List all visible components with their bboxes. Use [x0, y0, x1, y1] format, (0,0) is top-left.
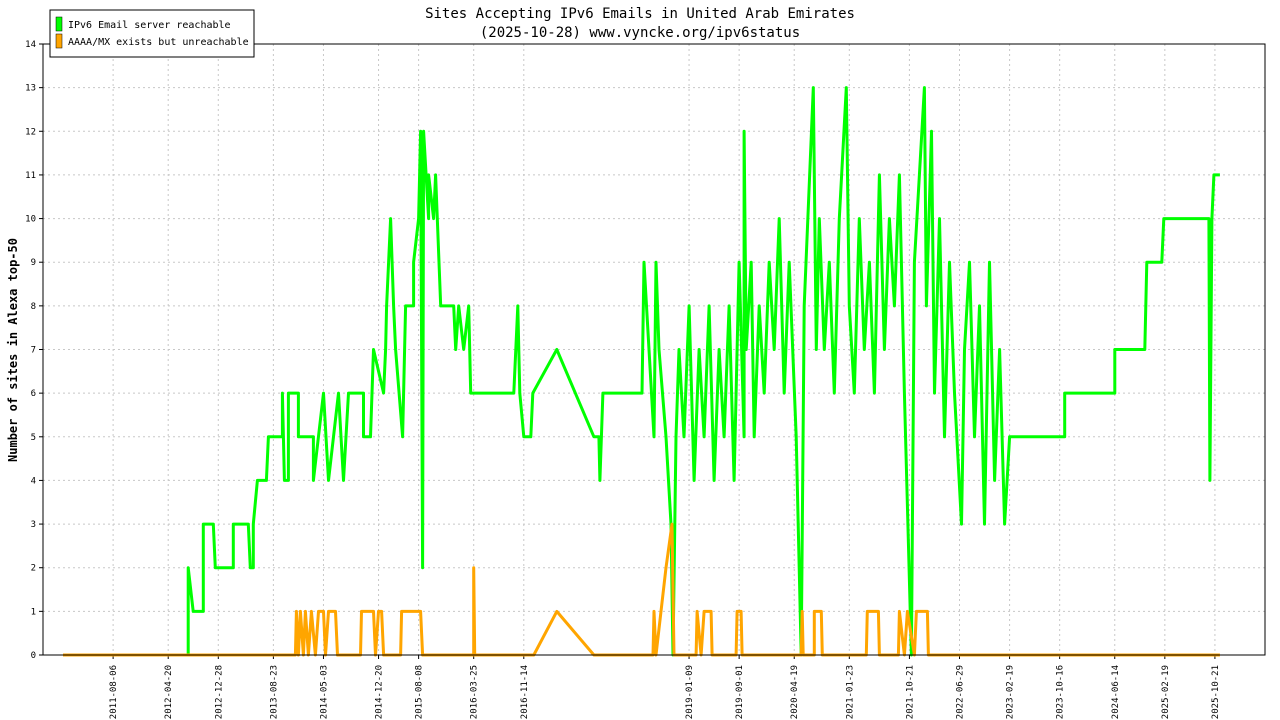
series-line: [63, 86, 1220, 657]
y-tick-label: 1: [31, 607, 36, 617]
x-tick-label: 2025-02-19: [1161, 665, 1171, 719]
chart-subtitle: (2025-10-28) www.vyncke.org/ipv6status: [480, 25, 800, 41]
plot: [63, 86, 1220, 657]
legend-swatch: [55, 33, 63, 49]
x-tick-label: 2013-08-23: [269, 665, 279, 719]
x-tick-label: 2022-06-29: [956, 665, 966, 719]
x-tick-label: 2019-09-01: [735, 665, 745, 719]
x-tick-label: 2023-10-16: [1056, 665, 1066, 719]
y-tick-label: 10: [25, 215, 36, 225]
chart-title: Sites Accepting IPv6 Emails in United Ar…: [425, 6, 855, 22]
plot-frame: [42, 43, 1266, 656]
legend-label: IPv6 Email server reachable: [68, 20, 231, 31]
y-tick-label: 2: [31, 564, 36, 574]
y-tick-label: 4: [31, 476, 36, 486]
legend-swatch: [55, 16, 63, 32]
x-tick-label: 2023-02-19: [1006, 665, 1016, 719]
y-tick-label: 13: [25, 84, 36, 94]
y-tick-label: 3: [31, 520, 36, 530]
y-tick-label: 0: [31, 651, 36, 661]
x-tick-label: 2011-08-06: [109, 665, 119, 719]
y-tick-label: 7: [31, 346, 36, 356]
legend-label: AAAA/MX exists but unreachable: [68, 37, 249, 48]
x-tick-label: 2020-04-19: [790, 665, 800, 719]
y-axis-label: Number of sites in Alexa top-50: [6, 238, 20, 462]
x-tick-label: 2016-03-25: [470, 665, 480, 719]
y-tick-label: 5: [31, 433, 36, 443]
x-tick-label: 2021-10-21: [905, 665, 915, 719]
series-line: [63, 522, 1220, 657]
x-tick-label: 2016-11-14: [520, 665, 530, 719]
legend-box: [49, 9, 255, 58]
y-tick-label: 11: [25, 171, 36, 181]
x-tick-label: 2012-12-28: [214, 665, 224, 719]
y-tick-label: 12: [25, 127, 36, 137]
y-tick-label: 9: [31, 258, 36, 268]
x-tick-label: 2015-08-08: [415, 665, 425, 719]
x-tick-label: 2012-04-20: [164, 665, 174, 719]
y-tick-label: 6: [31, 389, 36, 399]
x-tick-label: 2014-05-03: [319, 665, 329, 719]
legend: IPv6 Email server reachable AAAA/MX exist…: [49, 9, 255, 58]
x-tick-label: 2019-01-09: [685, 665, 695, 719]
x-tick-label: 2014-12-20: [375, 665, 385, 719]
y-tick-label: 14: [25, 40, 36, 50]
x-tick-label: 2021-01-23: [845, 665, 855, 719]
x-tick-label: 2024-06-14: [1111, 665, 1121, 719]
x-tick-label: 2025-10-21: [1211, 665, 1221, 719]
y-tick-label: 8: [31, 302, 36, 312]
